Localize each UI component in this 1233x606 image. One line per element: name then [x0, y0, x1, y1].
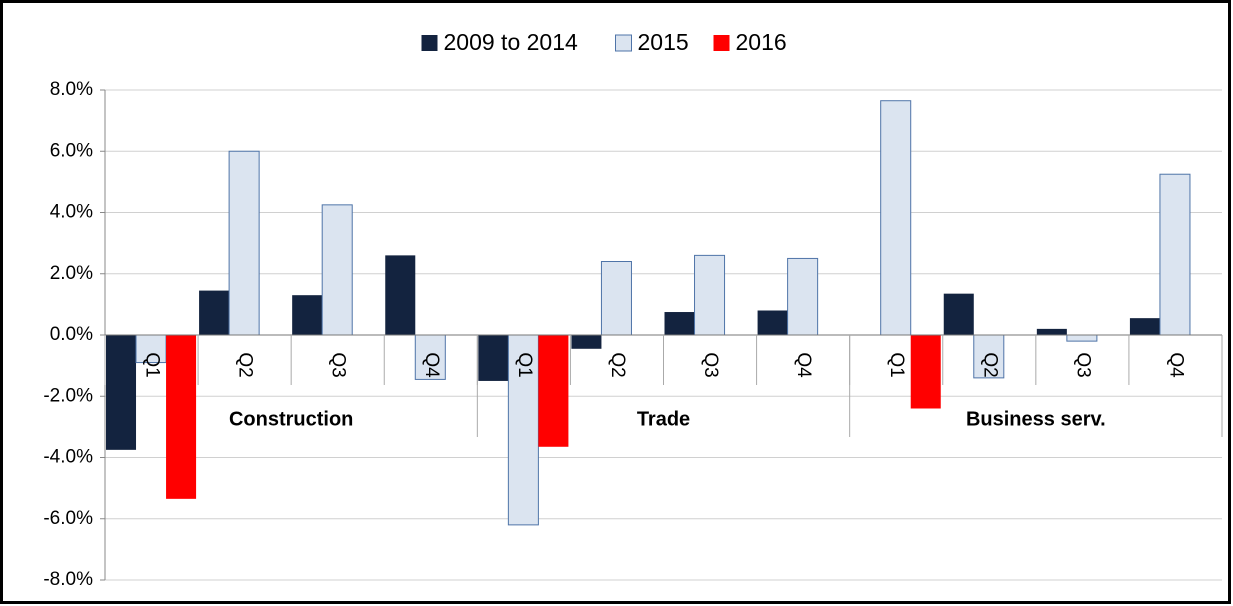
- bar: [757, 310, 788, 335]
- y-tick-label: 0.0%: [50, 324, 93, 345]
- x-tick-label: Q1: [142, 352, 163, 377]
- bar: [1066, 334, 1098, 342]
- x-tick-label: Q2: [607, 352, 628, 377]
- bar: [787, 257, 819, 336]
- group-label: Trade: [637, 408, 690, 430]
- bar: [507, 334, 539, 526]
- bar: [292, 295, 323, 335]
- bar: [694, 254, 726, 336]
- group-label: Construction: [229, 408, 353, 430]
- y-tick-label: -6.0%: [43, 508, 93, 529]
- legend-swatch: [713, 35, 730, 51]
- y-tick-label: 2.0%: [50, 263, 93, 284]
- legend-swatch: [421, 35, 438, 51]
- x-tick-label: Q3: [700, 352, 721, 377]
- y-tick-label: -4.0%: [43, 447, 93, 468]
- bar: [1129, 318, 1160, 335]
- bar: [321, 204, 353, 336]
- x-tick-label: Q4: [1165, 352, 1186, 378]
- bar: [1036, 328, 1067, 335]
- legend-label: 2009 to 2014: [444, 29, 579, 55]
- x-tick-label: Q3: [1072, 352, 1093, 377]
- bar: [973, 334, 1005, 379]
- y-tick-label: -2.0%: [43, 385, 93, 406]
- group-label: Business serv.: [966, 408, 1106, 430]
- x-tick-label: Q2: [235, 352, 256, 377]
- bar: [106, 335, 137, 450]
- bar: [538, 335, 569, 447]
- bar: [199, 290, 230, 335]
- x-tick-label: Q2: [979, 352, 1000, 377]
- x-tick-label: Q1: [886, 352, 907, 377]
- bar: [943, 293, 974, 335]
- bar: [478, 335, 509, 381]
- legend: 2009 to 2014 2015 2016: [421, 29, 787, 55]
- bar: [880, 100, 912, 336]
- bar: [664, 312, 695, 335]
- bar: [166, 335, 197, 499]
- y-tick-label: 8.0%: [50, 79, 93, 100]
- y-tick-label: 6.0%: [50, 140, 93, 161]
- bar: [910, 335, 941, 409]
- legend-label: 2016: [736, 29, 787, 55]
- bar: [600, 261, 632, 336]
- legend-swatch: [615, 34, 632, 52]
- y-tick-label: 4.0%: [50, 202, 93, 223]
- bar: [1159, 173, 1191, 336]
- bar: [571, 335, 602, 349]
- x-tick-label: Q4: [421, 352, 442, 378]
- bar: [385, 255, 416, 335]
- legend-label: 2015: [638, 29, 689, 55]
- x-tick-label: Q4: [793, 352, 814, 378]
- y-tick-label: -8.0%: [43, 569, 93, 590]
- x-tick-label: Q3: [328, 352, 349, 377]
- bar: [228, 150, 260, 336]
- x-tick-label: Q1: [514, 352, 535, 377]
